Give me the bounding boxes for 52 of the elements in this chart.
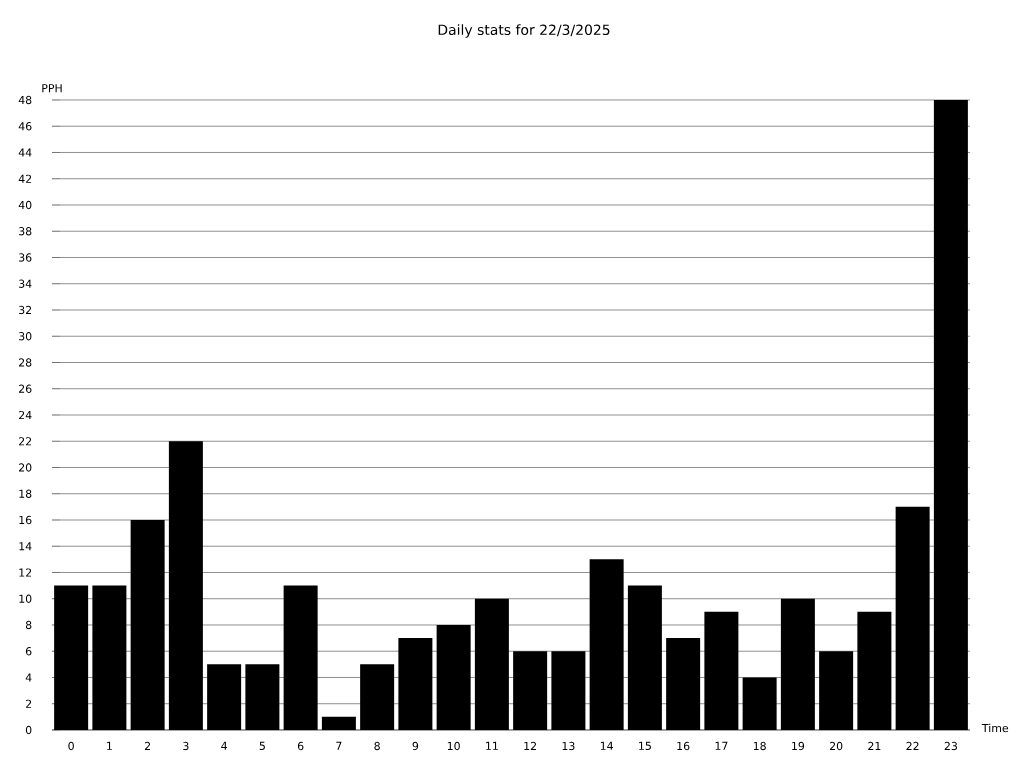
y-tick-label: 44 [18, 148, 32, 157]
y-tick-label: 28 [19, 358, 32, 367]
x-tick-label: 18 [753, 741, 766, 751]
y-tick-label: 0 [25, 725, 32, 735]
y-tick-label: 22 [19, 437, 32, 446]
y-tick-label: 36 [19, 253, 32, 262]
x-tick-label: 12 [524, 741, 537, 750]
x-tick-label: 5 [259, 741, 265, 750]
y-tick-label: 46 [18, 122, 32, 131]
x-tick-label: 1 [107, 741, 112, 750]
x-tick-label: 20 [829, 741, 843, 751]
y-tick-label: 34 [19, 279, 32, 288]
x-tick-label: 16 [677, 741, 690, 751]
y-tick-label: 18 [19, 489, 32, 498]
y-tick-label: 42 [18, 174, 32, 183]
y-tick-label: 48 [18, 95, 32, 105]
y-tick-label: 38 [19, 227, 32, 236]
x-tick-label: 19 [792, 741, 805, 751]
x-tick-label: 13 [562, 741, 575, 751]
y-tick-label: 10 [19, 594, 32, 603]
y-tick-label: 14 [19, 542, 32, 551]
y-tick-label: 30 [19, 332, 32, 341]
x-tick-label: 23 [944, 741, 957, 751]
y-axis-title: PPH [42, 84, 62, 93]
x-tick-label: 11 [486, 741, 498, 750]
y-tick-label: 12 [19, 568, 32, 577]
y-tick-label: 26 [19, 384, 32, 393]
x-tick-label: 15 [639, 741, 651, 750]
x-tick-label: 7 [336, 741, 342, 750]
x-axis-title: Time [981, 723, 1009, 733]
y-tick-label: 24 [19, 410, 32, 420]
x-tick-label: 22 [906, 741, 919, 750]
y-tick-label: 32 [19, 305, 32, 315]
y-tick-label: 2 [25, 699, 32, 708]
x-tick-label: 21 [868, 741, 881, 750]
x-tick-label: 6 [297, 741, 304, 751]
x-tick-label: 14 [600, 741, 613, 750]
x-tick-label: 10 [447, 741, 460, 751]
x-tick-label: 9 [412, 741, 419, 751]
y-tick-label: 20 [19, 463, 32, 472]
y-tick-label: 8 [25, 620, 32, 630]
x-tick-label: 2 [144, 741, 151, 750]
x-tick-label: 4 [221, 741, 228, 750]
chart-title: Daily stats for 22/3/2025 [438, 24, 610, 38]
x-tick-label: 0 [68, 741, 74, 751]
y-tick-label: 4 [25, 673, 32, 682]
x-tick-label: 17 [715, 741, 728, 750]
x-tick-label: 3 [183, 741, 189, 751]
y-tick-label: 40 [18, 200, 32, 210]
y-tick-label: 6 [25, 647, 32, 656]
x-tick-label: 8 [374, 741, 380, 751]
y-tick-label: 16 [19, 515, 32, 525]
